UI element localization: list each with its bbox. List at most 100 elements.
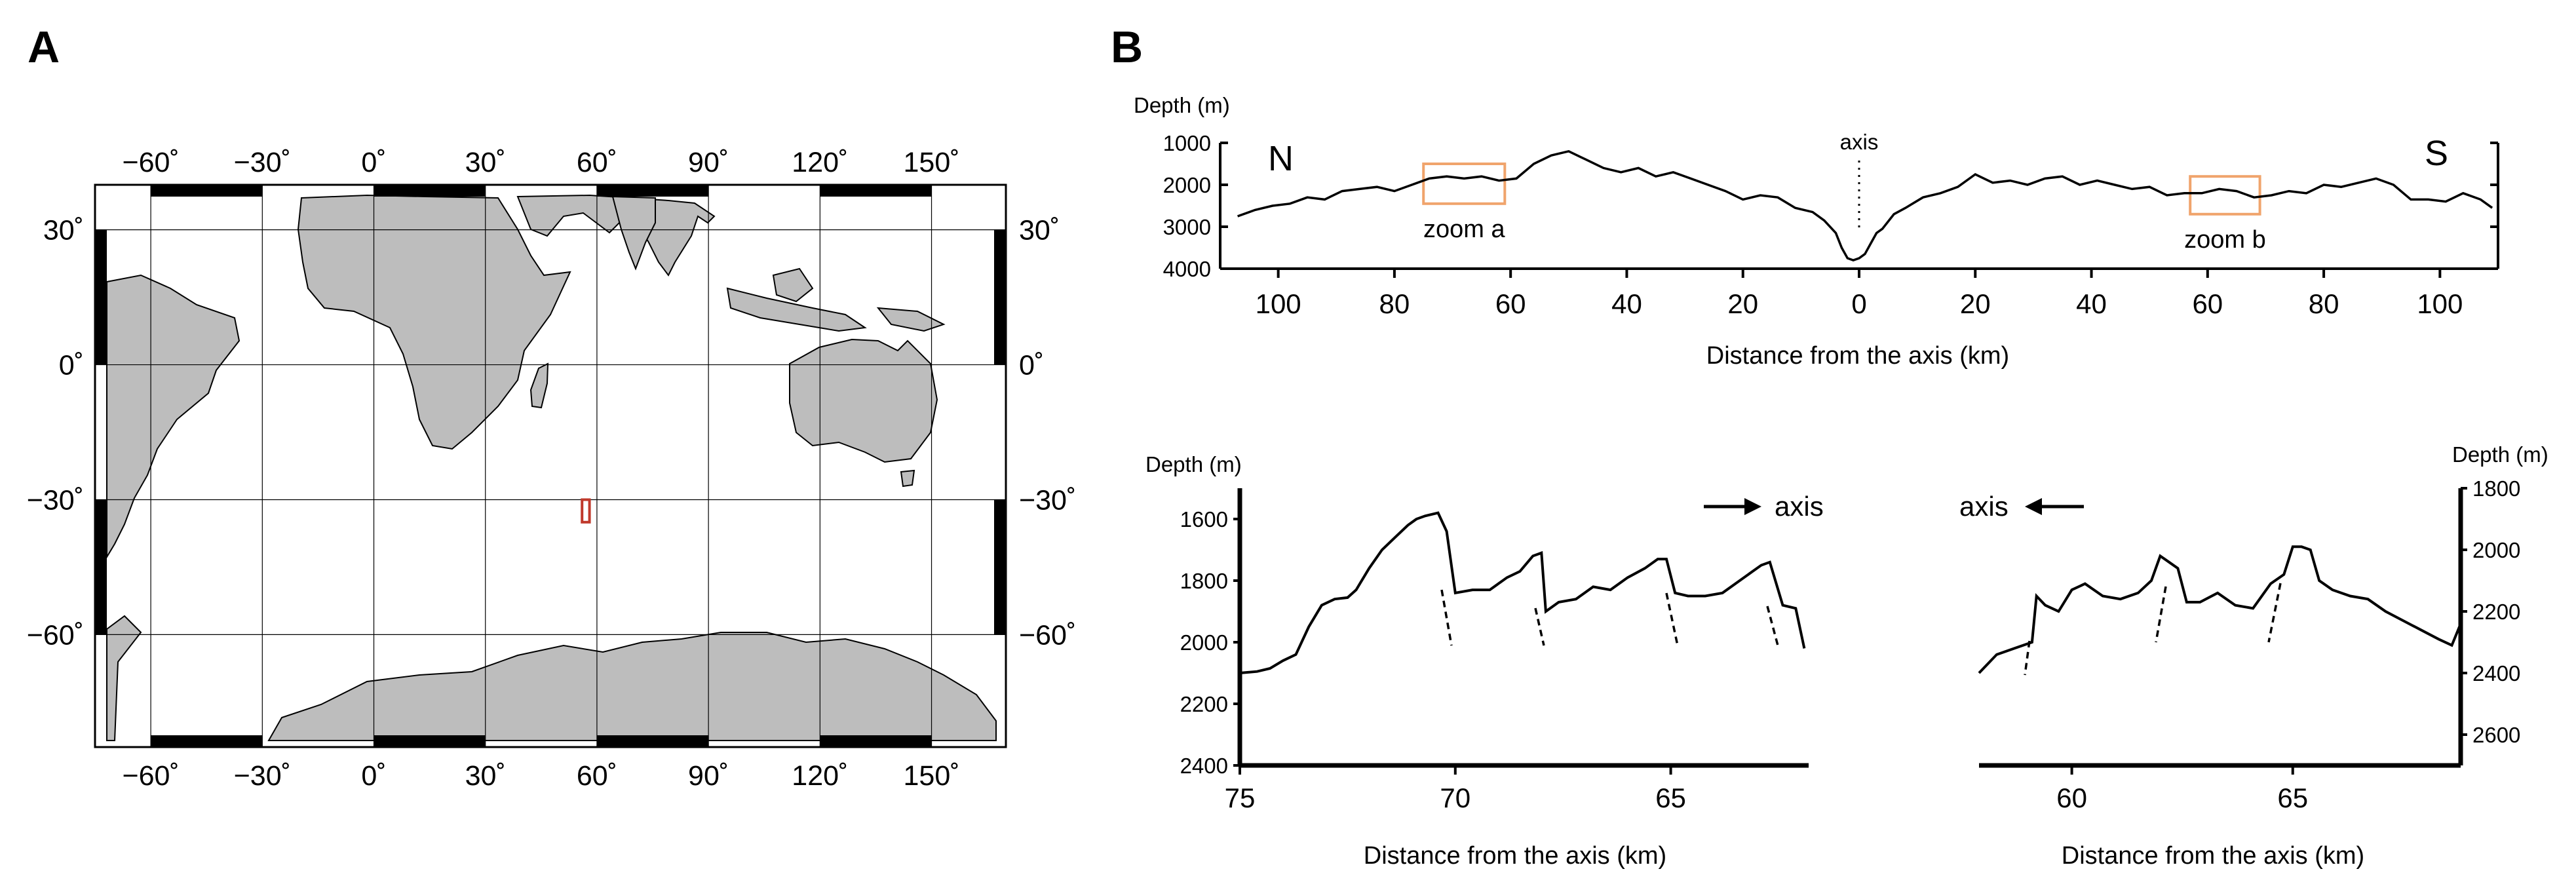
map-lon-labels-bottom: −60˚ −30˚ 0˚ 30˚ 60˚ 90˚ 120˚ 150˚: [122, 760, 959, 792]
world-map: −60˚ −30˚ 0˚ 30˚ 60˚ 90˚ 120˚ 150˚ −60˚ …: [27, 147, 1077, 792]
lat-label-right: −60˚: [1019, 619, 1076, 651]
zoom-a-x-tick-label: 75: [1225, 782, 1256, 813]
zoom-a-chart: Depth (m) 1600 1800 2000 2200 2400 75 70…: [1145, 452, 1824, 870]
axis-annotation: axis: [1840, 130, 1879, 154]
fault-dash: [2024, 640, 2031, 676]
zoom-a-direction-label: axis: [1775, 491, 1824, 522]
zoom-b-series-line: [1978, 545, 2462, 674]
full-profile-xlabel: Distance from the axis (km): [1706, 342, 2009, 370]
full-profile-series-line: [1237, 149, 2493, 262]
full-x-tick-label: 20: [1727, 288, 1758, 319]
zoom-a-series-line: [1239, 511, 1806, 674]
zoom-a-xlabel: Distance from the axis (km): [1364, 842, 1666, 870]
zoom-a-direction-indicator: axis: [1704, 491, 1824, 522]
panel-label-b: B: [1111, 22, 1143, 72]
antarctica-landmass: [267, 632, 997, 741]
zoom-a-y-tick-label: 1600: [1180, 507, 1228, 531]
madagascar-landmass: [529, 362, 549, 409]
zoom-a-label: zoom a: [1423, 216, 1505, 243]
map-gridlines: [95, 185, 1006, 747]
map-border-segment: [994, 499, 1006, 635]
lat-label-left: −30˚: [27, 484, 84, 516]
map-border-segment: [374, 735, 486, 747]
lon-label-top: 30˚: [465, 147, 506, 178]
full-x-tick-label: 20: [1960, 288, 1991, 319]
zoom-b-x-tick-label: 65: [2277, 782, 2308, 813]
north-label: N: [1268, 139, 1294, 178]
full-profile-ylabel: Depth (m): [1134, 93, 1230, 117]
full-y-tick-label: 3000: [1163, 215, 1211, 239]
map-border-segment: [374, 185, 486, 197]
full-x-tick-label: 60: [2192, 288, 2223, 319]
map-border-segment: [95, 229, 107, 365]
lon-label-top: −30˚: [234, 147, 291, 178]
india-landmass: [611, 195, 656, 271]
full-x-tick-label: 40: [1611, 288, 1642, 319]
zoom-b-y-tick-label: 2200: [2472, 600, 2520, 624]
zoom-b-ylabel: Depth (m): [2452, 442, 2548, 467]
left-arrow-icon: [2025, 498, 2042, 515]
lon-label-top: −60˚: [122, 147, 179, 178]
lon-label-top: 150˚: [903, 147, 959, 178]
lon-label-bottom: 90˚: [688, 760, 729, 792]
zoom-a-y-tick-label: 2000: [1180, 630, 1228, 655]
zoom-a-y-tick-label: 2200: [1180, 692, 1228, 716]
lon-label-top: 0˚: [361, 147, 386, 178]
lon-label-bottom: 30˚: [465, 760, 506, 792]
zoom-b-y-tick-label: 2600: [2472, 723, 2520, 747]
south-label: S: [2425, 134, 2448, 173]
south-america-landmass: [106, 274, 240, 560]
map-border-segment: [994, 229, 1006, 365]
zoom-b-direction-label: axis: [1959, 491, 2009, 522]
zoom-b-y-tick-label: 1800: [2472, 476, 2520, 501]
zoom-a-y-tick-label: 2400: [1180, 754, 1228, 778]
full-depth-profile-chart: Depth (m) 1000 2000 3000 4000 100 80 60 …: [1134, 93, 2499, 370]
zoom-a-x-tick-label: 70: [1440, 782, 1471, 813]
map-lat-labels-left: 30˚ 0˚ −30˚ −60˚: [27, 215, 84, 651]
map-border-segment: [151, 185, 263, 197]
map-lat-labels-right: 30˚ 0˚ −30˚ −60˚: [1019, 215, 1076, 651]
full-y-tick-label: 4000: [1163, 257, 1211, 281]
fault-dash: [1766, 606, 1779, 646]
full-x-tick-label: 80: [1379, 288, 1410, 319]
zoom-b-box: [2189, 175, 2261, 216]
panel-label-a: A: [28, 22, 60, 72]
map-border-segment: [820, 185, 932, 197]
lat-label-right: 0˚: [1019, 350, 1044, 381]
full-x-tick-label: 100: [1256, 288, 1301, 319]
zoom-b-fault-lines: [2024, 583, 2282, 676]
lon-label-bottom: −30˚: [234, 760, 291, 792]
map-border-segment: [151, 735, 263, 747]
lat-label-left: −60˚: [27, 619, 84, 651]
map-border-segment: [95, 499, 107, 635]
zoom-b-direction-indicator: axis: [1959, 491, 2084, 522]
zoom-b-x-ticks: 60 65: [2056, 782, 2308, 813]
full-x-tick-label: 60: [1495, 288, 1526, 319]
fault-dash: [1534, 607, 1545, 646]
zoom-b-x-tick-label: 60: [2056, 782, 2087, 813]
fault-dash: [2155, 586, 2167, 643]
indonesia-landmass: [726, 287, 867, 332]
map-border-segment: [820, 735, 932, 747]
fault-dash: [1440, 589, 1453, 646]
study-area-box: [581, 498, 591, 524]
africa-landmass: [297, 194, 571, 450]
full-x-tick-label: 0: [1851, 288, 1866, 319]
fault-dash: [2267, 583, 2282, 643]
zoom-a-y-ticks: 1600 1800 2000 2200 2400: [1180, 507, 1228, 778]
full-profile-x-ticks: 100 80 60 40 20 0 20 40 60 80 100: [1256, 288, 2463, 319]
zoom-a-box: [1422, 163, 1507, 205]
borneo-landmass: [772, 267, 814, 303]
zoom-b-chart: Depth (m) 1800 2000 2200 2400 2600 60 65…: [1959, 442, 2548, 870]
map-lon-labels-top: −60˚ −30˚ 0˚ 30˚ 60˚ 90˚ 120˚ 150˚: [122, 147, 959, 178]
lon-label-bottom: −60˚: [122, 760, 179, 792]
lon-label-bottom: 0˚: [361, 760, 386, 792]
full-y-tick-label: 1000: [1163, 131, 1211, 155]
lon-label-bottom: 120˚: [792, 760, 848, 792]
land-masses: [106, 194, 997, 741]
lon-label-bottom: 150˚: [903, 760, 959, 792]
asia-landmass: [516, 194, 716, 277]
map-border-segment: [596, 185, 709, 197]
full-y-tick-label: 2000: [1163, 173, 1211, 197]
